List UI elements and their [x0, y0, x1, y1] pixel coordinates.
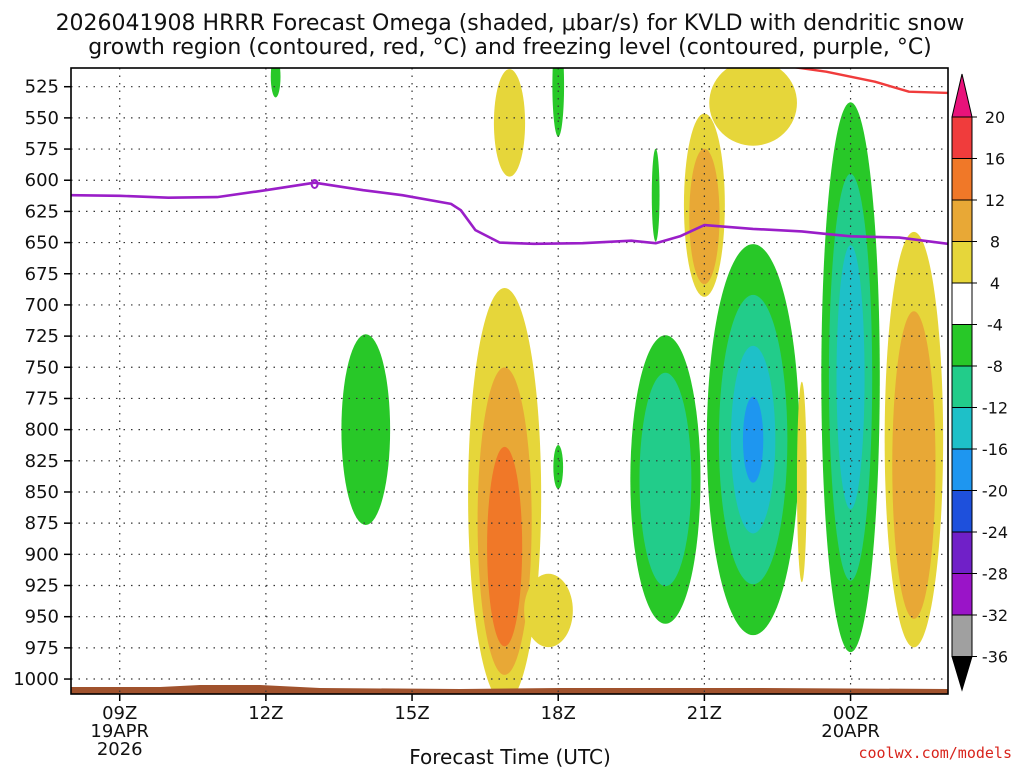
y-tick-label-825: 825 [25, 451, 59, 472]
plot-frame [70, 67, 949, 695]
colorbar-swatch-7 [951, 365, 973, 408]
colorbar-label--32: -32 [982, 606, 1008, 625]
dendritic-growth-contour [791, 68, 948, 95]
y-tick-label-775: 775 [25, 388, 59, 409]
colorbar-swatch-3 [951, 199, 973, 242]
y-tick-label-1000: 1000 [13, 669, 59, 690]
omega-cell-pos-5-level-1 [892, 311, 936, 619]
colorbar-label--28: -28 [982, 565, 1008, 584]
y-tick-label-575: 575 [25, 139, 59, 160]
surface-band [71, 685, 948, 694]
x-tick-year-09Z: 2026 [97, 739, 143, 760]
colorbar-swatch-4 [951, 241, 973, 284]
surface-terrain-band [71, 685, 948, 694]
y-tick-label-700: 700 [25, 295, 59, 316]
y-tick-label-950: 950 [25, 607, 59, 628]
chart-title-line2: growth region (contoured, red, °C) and f… [88, 35, 932, 60]
y-tick-label-600: 600 [25, 170, 59, 191]
colorbar-label--24: -24 [982, 523, 1008, 542]
x-tick-label-21Z: 21Z [687, 703, 722, 724]
colorbar-swatch-8 [951, 407, 973, 450]
y-tick-label-750: 750 [25, 357, 59, 378]
y-tick-label-650: 650 [25, 233, 59, 254]
colorbar-swatch-11 [951, 531, 973, 574]
x-tick-date-00Z: 20APR [821, 721, 880, 742]
x-tick-date-09Z: 19APR [90, 721, 149, 742]
x-tick-label-09Z: 09Z [102, 703, 137, 724]
y-tick-label-975: 975 [25, 638, 59, 659]
colorbar-label--36: -36 [982, 648, 1008, 667]
colorbar-label--4: -4 [987, 316, 1003, 335]
x-tick-label-12Z: 12Z [248, 703, 283, 724]
x-axis-label: Forecast Time (UTC) [409, 745, 611, 768]
y-tick-label-925: 925 [25, 576, 59, 597]
omega-cell-neg-8-level-0 [651, 148, 660, 242]
y-tick-label-800: 800 [25, 420, 59, 441]
colorbar-legend: 20 16 12 8 4 -4 -8 -12 -16 -20 -24 -28 -32 -36 [951, 73, 1008, 692]
omega-cell-neg-12-level-3 [742, 396, 764, 483]
omega-cell-pos-3-level-1 [689, 148, 720, 285]
y-tick-label-625: 625 [25, 201, 59, 222]
colorbar-swatch-5 [951, 282, 973, 325]
y-tick-label-900: 900 [25, 544, 59, 565]
freezing-level-zero-marker [310, 178, 319, 189]
x-tick-label-00Z: 00Z [833, 703, 868, 724]
colorbar-label-12: 12 [985, 191, 1005, 210]
omega-cell-neg-11-level-1 [639, 372, 692, 587]
freezing-level-line [71, 181, 948, 246]
chart-title-line1: 2026041908 HRRR Forecast Omega (shaded, … [56, 11, 965, 36]
omega-cell-neg-10-level-0 [553, 445, 564, 490]
y-axis: 525 550 575 600 625 650 675 700 725 750 775 800 825 8… [13, 77, 71, 690]
colorbar-label-8: 8 [990, 233, 1000, 252]
contour-lines [71, 68, 948, 246]
colorbar-swatch-12 [951, 573, 973, 616]
colorbar-swatch-2 [951, 158, 973, 201]
colorbar-top-arrow [951, 73, 973, 118]
y-tick-label-850: 850 [25, 482, 59, 503]
colorbar-label--16: -16 [982, 440, 1008, 459]
colorbar-swatch-6 [951, 324, 973, 367]
omega-cell-pos-0-level-0 [493, 69, 526, 177]
colorbar-bottom-arrow [951, 656, 973, 692]
colorbar-label-16: 16 [985, 150, 1005, 169]
omega-cell-neg-7-level-0 [552, 68, 565, 137]
omega-cell-pos-4-level-0 [709, 68, 797, 146]
omega-cell-pos-13-level-0 [796, 381, 807, 583]
y-tick-label-550: 550 [25, 108, 59, 129]
omega-cell-neg-6-level-0 [270, 68, 281, 98]
omega-cell-pos-2-level-0 [524, 573, 573, 648]
colorbar-label-4: 4 [990, 274, 1000, 293]
x-tick-label-18Z: 18Z [541, 703, 576, 724]
credit-text: coolwx.com/models [858, 744, 1012, 762]
colorbar-label--8: -8 [987, 357, 1003, 376]
y-tick-label-525: 525 [25, 77, 59, 98]
colorbar-label--20: -20 [982, 482, 1008, 501]
colorbar-swatch-10 [951, 490, 973, 533]
colorbar-swatch-9 [951, 448, 973, 491]
colorbar-swatch-13 [951, 614, 973, 657]
colorbar-label-20: 20 [985, 108, 1005, 127]
omega-cell-pos-1-level-2 [487, 446, 523, 647]
colorbar-swatch-1 [951, 116, 973, 159]
x-tick-label-15Z: 15Z [394, 703, 429, 724]
omega-cell-neg-9-level-0 [341, 334, 391, 525]
omega-shading [270, 68, 944, 694]
omega-cell-neg-14-level-2 [836, 245, 865, 510]
y-tick-label-875: 875 [25, 513, 59, 534]
colorbar-label--12: -12 [982, 399, 1008, 418]
y-tick-label-725: 725 [25, 326, 59, 347]
y-tick-label-675: 675 [25, 264, 59, 285]
